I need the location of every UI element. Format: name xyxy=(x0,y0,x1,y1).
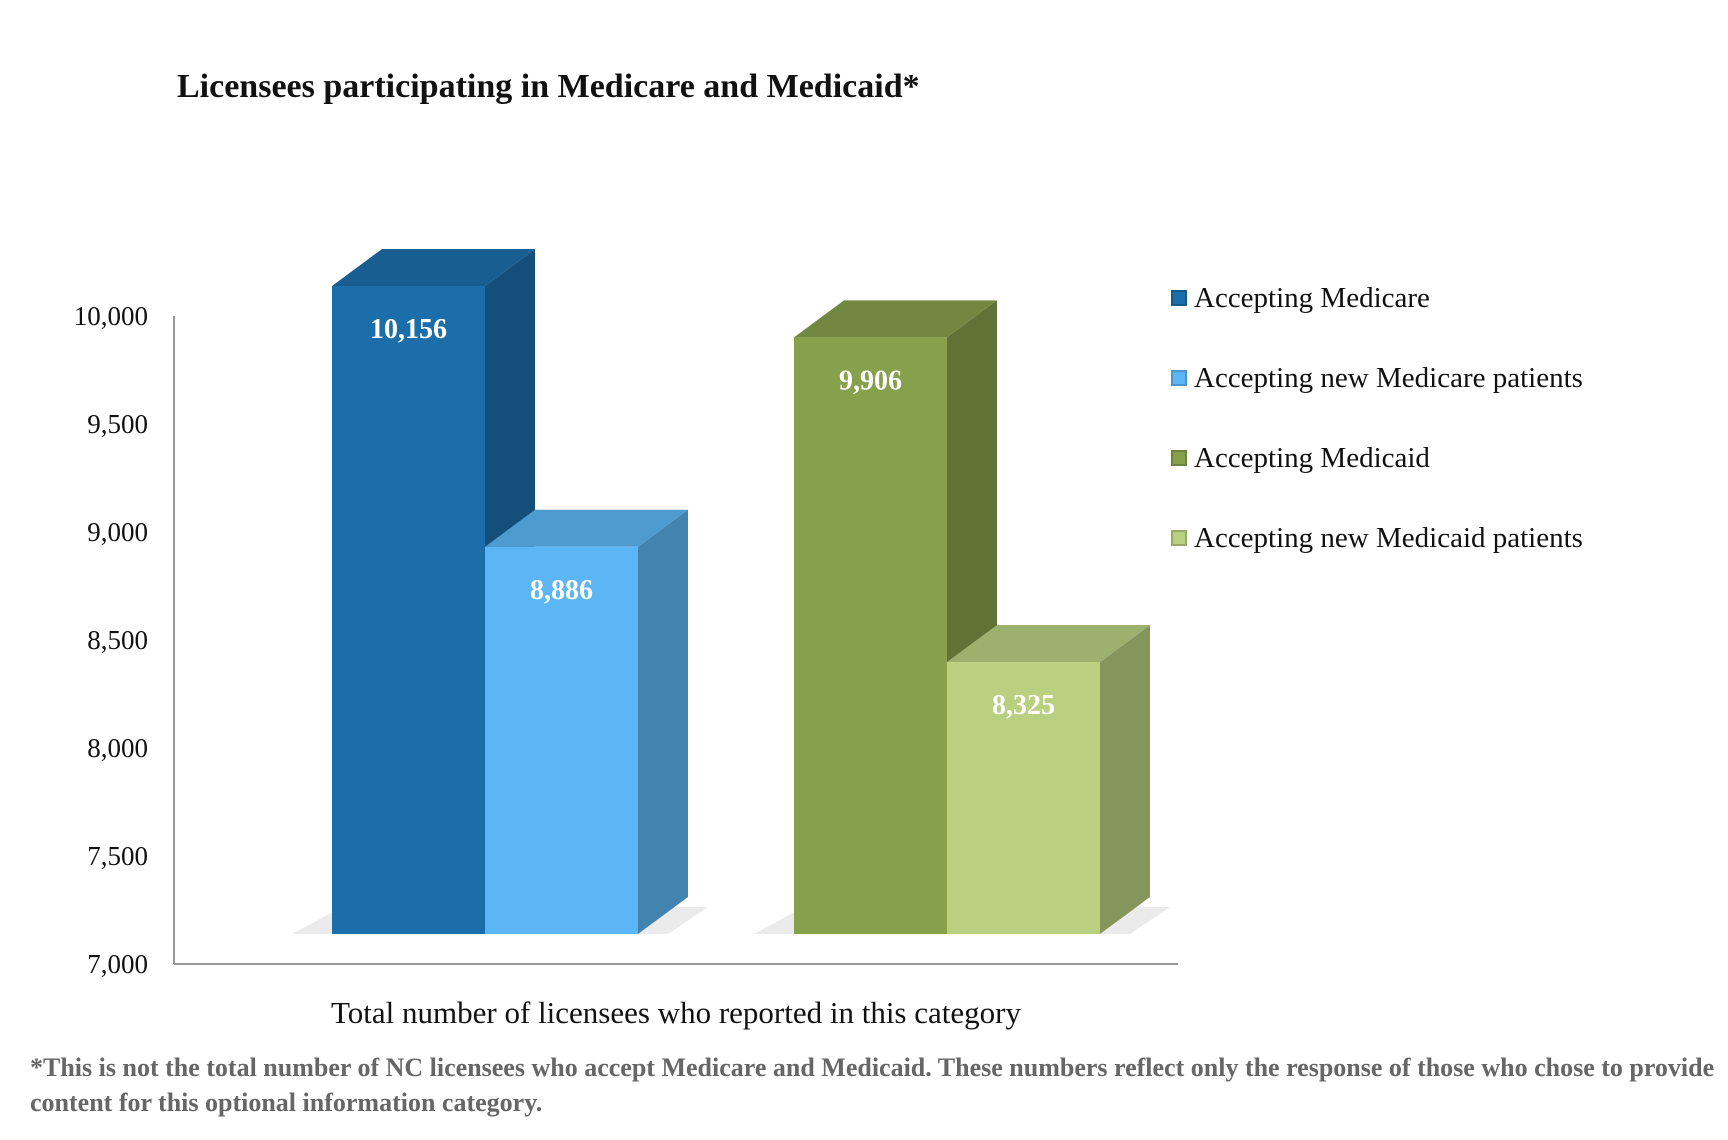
bar-top xyxy=(947,624,1150,662)
y-tick-label: 7,000 xyxy=(87,949,148,979)
legend-label: Accepting Medicare xyxy=(1194,281,1430,314)
footnote: *This is not the total number of NC lice… xyxy=(30,1053,1715,1117)
bar-side xyxy=(1100,624,1150,934)
legend-item: Accepting new Medicare patients xyxy=(1171,338,1583,418)
legend-item: Accepting Medicaid xyxy=(1171,418,1583,498)
bar-front xyxy=(794,337,947,934)
legend-swatch-icon xyxy=(1171,290,1187,306)
y-tick-label: 8,500 xyxy=(87,625,148,655)
y-tick-label: 9,000 xyxy=(87,517,148,547)
y-tick-label: 7,500 xyxy=(87,841,148,871)
legend-item: Accepting new Medicaid patients xyxy=(1171,498,1583,578)
bar-front xyxy=(332,286,485,934)
legend-label: Accepting new Medicaid patients xyxy=(1194,521,1583,554)
legend-swatch-icon xyxy=(1171,370,1187,386)
data-label: 9,906 xyxy=(839,365,902,396)
legend-label: Accepting Medicaid xyxy=(1194,441,1430,474)
data-label: 10,156 xyxy=(370,314,447,345)
bar-top xyxy=(332,249,535,286)
bar-front xyxy=(947,661,1100,934)
chart-title: Licensees participating in Medicare and … xyxy=(177,68,920,105)
x-axis-label: Total number of licensees who reported i… xyxy=(331,995,1021,1030)
legend-label: Accepting new Medicare patients xyxy=(1194,361,1583,394)
legend-item: Accepting Medicare xyxy=(1171,258,1583,338)
bar-front xyxy=(485,546,638,934)
y-tick-label: 8,000 xyxy=(87,733,148,763)
y-tick-label: 9,500 xyxy=(87,409,148,439)
legend-swatch-icon xyxy=(1171,450,1187,466)
bar-top xyxy=(485,509,688,547)
bar-side xyxy=(638,509,688,934)
legend: Accepting Medicare Accepting new Medicar… xyxy=(1171,258,1583,578)
data-label: 8,886 xyxy=(530,575,593,606)
legend-swatch-icon xyxy=(1171,530,1187,546)
bar-top xyxy=(794,300,997,338)
data-label: 8,325 xyxy=(992,690,1055,721)
y-tick-label: 10,000 xyxy=(74,301,148,331)
